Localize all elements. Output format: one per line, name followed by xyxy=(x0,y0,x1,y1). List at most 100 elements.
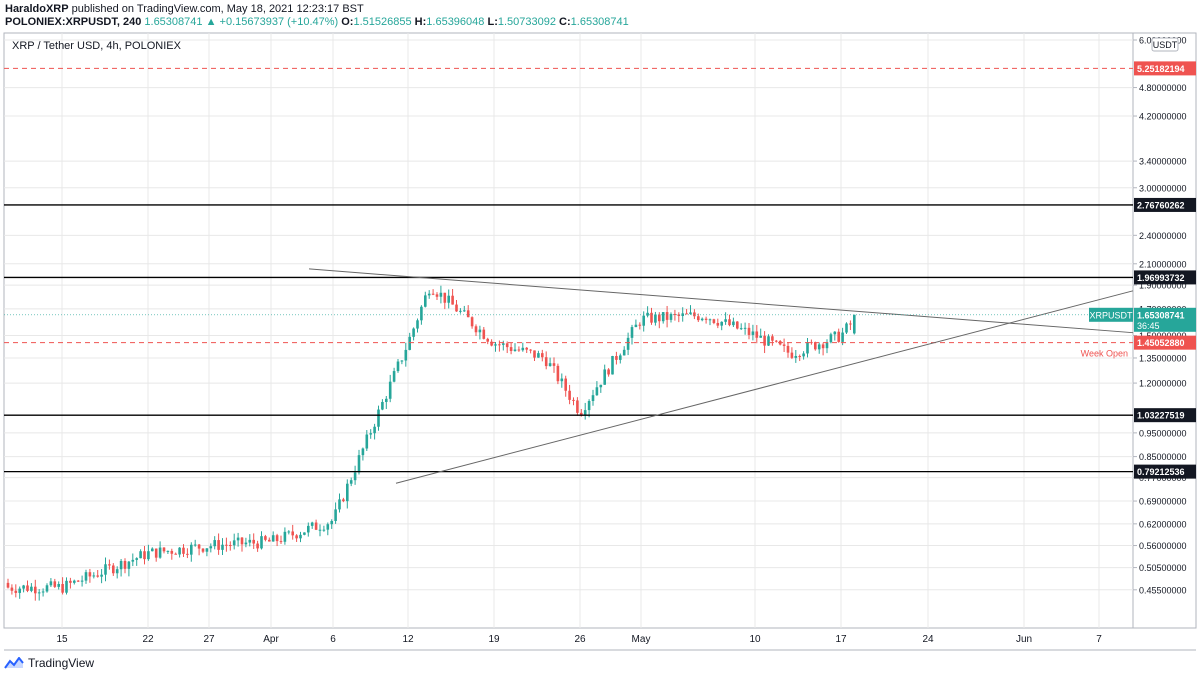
candle-body xyxy=(829,334,833,343)
candle-body xyxy=(244,542,248,545)
candle-body xyxy=(388,381,392,399)
y-tick-label: 0.95000000 xyxy=(1139,428,1187,438)
level-price-tag xyxy=(1134,61,1196,76)
candle-body xyxy=(810,342,813,344)
candle-body xyxy=(346,483,349,502)
high-value: 1.65396048 xyxy=(426,16,485,28)
candle-body xyxy=(767,336,770,346)
candle-body xyxy=(455,304,458,312)
candle-body xyxy=(451,295,454,305)
low-label: L: xyxy=(487,16,498,28)
tradingview-label: TradingView xyxy=(28,656,95,670)
candle-body xyxy=(264,536,267,540)
high-label: H: xyxy=(414,16,427,28)
candle-body xyxy=(197,544,201,549)
candle-body xyxy=(18,588,21,593)
candle-body xyxy=(318,529,322,531)
candle-body xyxy=(802,353,805,357)
candle-body xyxy=(112,565,115,574)
candle-body xyxy=(88,572,92,577)
x-tick-label: 6 xyxy=(330,634,336,645)
author-name[interactable]: HaraldoXRP xyxy=(5,3,69,15)
candle-body xyxy=(505,343,509,348)
candle-body xyxy=(463,310,466,312)
price-change: ▲ +0.15673937 (+10.47%) xyxy=(205,16,339,28)
candle-body xyxy=(338,499,341,510)
y-tick-label: 1.90000000 xyxy=(1139,281,1187,291)
candle-body xyxy=(158,547,162,558)
candle-body xyxy=(14,590,18,593)
candle-body xyxy=(486,338,489,342)
candle-body xyxy=(342,499,345,502)
level-price-tag xyxy=(1134,335,1196,350)
candle-body xyxy=(307,525,310,533)
lower-trendline xyxy=(395,290,1134,484)
candle-body xyxy=(552,363,556,366)
candle-body xyxy=(669,313,673,320)
x-tick-label: 27 xyxy=(203,634,215,645)
candle-body xyxy=(439,292,443,297)
candle-body xyxy=(853,314,856,334)
candle-body xyxy=(498,344,501,346)
level-name-label: Week Open xyxy=(1081,349,1128,359)
candle-body xyxy=(392,371,396,382)
candle-body xyxy=(470,317,474,327)
candle-body xyxy=(427,293,431,296)
candle-body xyxy=(26,585,29,591)
candle-body xyxy=(330,520,333,525)
candle-body xyxy=(229,545,232,547)
currency-badge xyxy=(1151,37,1179,52)
candle-body xyxy=(782,344,786,346)
candlestick-chart[interactable]: 152227Apr6121926May101724Jun76.000000004… xyxy=(0,0,1200,656)
x-tick-label: Apr xyxy=(263,634,279,645)
candle-body xyxy=(556,365,560,382)
candle-body xyxy=(849,323,852,325)
candle-body xyxy=(45,585,49,592)
candle-body xyxy=(759,335,762,338)
candle-body xyxy=(361,448,365,456)
candle-body xyxy=(221,544,224,550)
symbol-tag xyxy=(1089,307,1133,322)
candle-body xyxy=(685,313,688,315)
x-tick-label: 19 xyxy=(488,634,500,645)
symbol-tag-label: XRPUSDT xyxy=(1089,310,1133,320)
candle-body xyxy=(728,319,731,326)
candle-body xyxy=(123,560,127,569)
candle-body xyxy=(775,340,778,342)
y-tick-label: 3.00000000 xyxy=(1139,183,1187,193)
candle-body xyxy=(576,400,579,413)
candle-body xyxy=(431,293,435,295)
candle-body xyxy=(232,540,236,546)
candle-body xyxy=(755,331,759,338)
candle-body xyxy=(739,328,743,330)
candle-body xyxy=(619,355,622,360)
candle-body xyxy=(174,553,177,555)
candle-body xyxy=(638,324,642,326)
candle-body xyxy=(603,369,606,385)
candle-body xyxy=(665,312,669,320)
candle-body xyxy=(299,534,302,539)
candle-body xyxy=(544,357,548,367)
symbol-label: POLONIEX:XRPUSDT, 240 xyxy=(5,16,142,28)
footer-brand[interactable]: TradingView xyxy=(4,656,94,670)
candle-body xyxy=(178,547,181,555)
candle-body xyxy=(541,353,544,358)
level-price-label: 0.79212536 xyxy=(1137,467,1185,477)
candle-body xyxy=(677,314,681,317)
candle-body xyxy=(310,522,314,526)
candle-body xyxy=(385,398,388,402)
candle-body xyxy=(533,350,536,358)
candle-body xyxy=(96,575,99,577)
candle-body xyxy=(115,569,119,574)
candle-body xyxy=(303,532,306,535)
candle-body xyxy=(65,580,68,593)
candle-body xyxy=(747,327,751,335)
candle-body xyxy=(135,558,138,560)
close-label: C: xyxy=(559,16,571,28)
candle-body xyxy=(771,336,774,341)
candle-body xyxy=(190,544,193,555)
candle-body xyxy=(814,342,817,350)
candle-body xyxy=(521,347,525,351)
candle-body xyxy=(104,564,107,575)
candle-body xyxy=(611,356,614,375)
